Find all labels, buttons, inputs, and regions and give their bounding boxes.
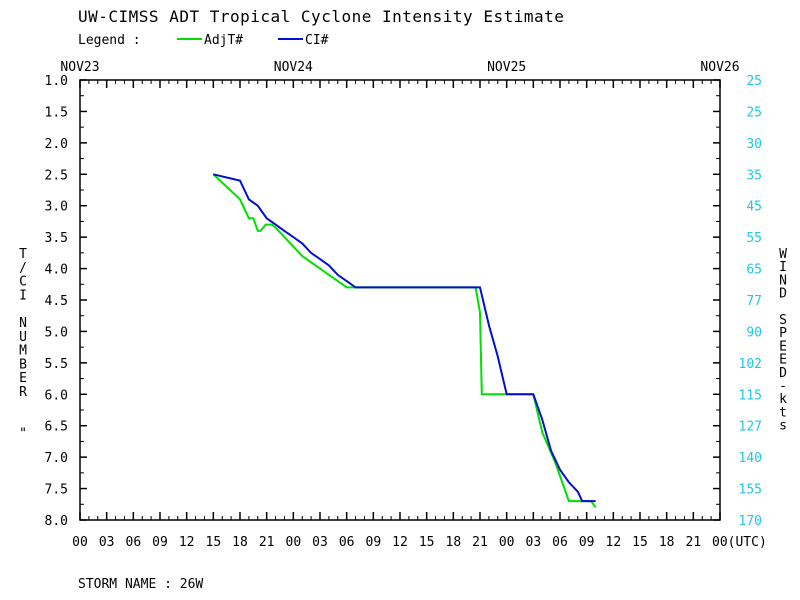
y2-axis-title-char: D bbox=[779, 366, 787, 381]
y-tick-label: 3.5 bbox=[45, 231, 68, 246]
legend: Legend : AdjT# CI# bbox=[78, 33, 329, 48]
legend-entry-adjt: AdjT# bbox=[204, 33, 243, 48]
y-axis-title-char: B bbox=[19, 357, 27, 372]
y-tick-label: 7.5 bbox=[45, 483, 68, 498]
y-axis-title-char: U bbox=[19, 330, 27, 345]
y2-axis-title-char: I bbox=[779, 260, 787, 275]
x-tick-label: 15 bbox=[632, 535, 648, 550]
storm-name: STORM NAME : 26W bbox=[78, 577, 203, 592]
x-tick-label: 06 bbox=[126, 535, 142, 550]
y-tick-label: 1.0 bbox=[45, 74, 68, 89]
x-tick-label: 15 bbox=[206, 535, 222, 550]
date-label: NOV26 bbox=[700, 60, 739, 75]
x-tick-label: 00 bbox=[72, 535, 88, 550]
x-tick-label: 00(UTC) bbox=[712, 535, 767, 550]
y-axis-title-char: N bbox=[19, 316, 27, 331]
x-tick-label: 18 bbox=[232, 535, 248, 550]
wind-tick-label: 77 bbox=[746, 294, 762, 309]
y-tick-label: 2.5 bbox=[45, 168, 68, 183]
date-label: NOV23 bbox=[60, 60, 99, 75]
date-label: NOV24 bbox=[274, 60, 313, 75]
y-tick-label: 3.0 bbox=[45, 200, 68, 215]
y-axis-title-char: T bbox=[19, 247, 27, 262]
legend-label: Legend : bbox=[78, 33, 141, 48]
series-lines bbox=[212, 173, 597, 508]
y-tick-label: 5.0 bbox=[45, 325, 68, 340]
y-tick-label: 6.0 bbox=[45, 388, 68, 403]
y-axis-title-char: E bbox=[19, 371, 27, 386]
y-tick-label: 8.0 bbox=[45, 514, 68, 529]
y2-axis-title-char: D bbox=[779, 287, 787, 302]
y2-axis-title-char: k bbox=[779, 392, 787, 407]
y2-axis-title-char: P bbox=[779, 326, 787, 341]
y-axis-title-char: M bbox=[19, 344, 27, 359]
x-tick-label: 12 bbox=[606, 535, 622, 550]
y2-axis-title-char: E bbox=[779, 339, 787, 354]
y2-axis-title-char: E bbox=[779, 353, 787, 368]
x-tick-label: 12 bbox=[392, 535, 408, 550]
y-axis-title-char: / bbox=[19, 261, 27, 276]
x-tick-label: 06 bbox=[552, 535, 568, 550]
x-tick-label: 21 bbox=[686, 535, 702, 550]
y-axis-title-char: C bbox=[19, 275, 27, 290]
legend-entry-ci: CI# bbox=[305, 33, 329, 48]
x-tick-label: 09 bbox=[366, 535, 382, 550]
x-tick-label: 09 bbox=[579, 535, 595, 550]
wind-tick-label: 127 bbox=[739, 420, 762, 435]
y-axis-title-char: R bbox=[19, 385, 27, 400]
y-tick-label: 4.0 bbox=[45, 263, 68, 278]
axes: 1.0 25 1.5 25 2.0 30 2.5 35 3.0 45 3.5 55 4.0 65 4.5 77… bbox=[19, 60, 787, 550]
x-tick-label: 00 bbox=[499, 535, 515, 550]
x-tick-label: 15 bbox=[419, 535, 435, 550]
x-tick-label: 06 bbox=[339, 535, 355, 550]
series-line-ci bbox=[213, 173, 596, 503]
wind-tick-label: 170 bbox=[739, 514, 762, 529]
x-tick-label: 03 bbox=[526, 535, 542, 550]
wind-tick-label: 30 bbox=[746, 137, 762, 152]
wind-tick-label: 25 bbox=[746, 74, 762, 89]
wind-tick-label: 90 bbox=[746, 325, 762, 340]
wind-tick-label: 155 bbox=[739, 483, 762, 498]
y-tick-label: 2.0 bbox=[45, 137, 68, 152]
x-tick-label: 09 bbox=[152, 535, 168, 550]
y-tick-label: 5.5 bbox=[45, 357, 68, 372]
y-axis-title-char: " bbox=[19, 426, 27, 441]
y-axis-title-char: I bbox=[19, 288, 27, 303]
y2-axis-title-char: S bbox=[779, 313, 787, 328]
x-tick-label: 21 bbox=[259, 535, 275, 550]
y-tick-label: 1.5 bbox=[45, 105, 68, 120]
y-tick-label: 4.5 bbox=[45, 294, 68, 309]
wind-tick-label: 140 bbox=[739, 451, 762, 466]
wind-tick-label: 65 bbox=[746, 263, 762, 278]
x-tick-label: 00 bbox=[286, 535, 302, 550]
y-tick-label: 6.5 bbox=[45, 420, 68, 435]
x-tick-label: 18 bbox=[446, 535, 462, 550]
chart-title: UW-CIMSS ADT Tropical Cyclone Intensity … bbox=[78, 7, 564, 26]
y2-axis-title-char: W bbox=[779, 247, 787, 262]
y2-axis-title-char: t bbox=[779, 405, 787, 420]
y2-axis-title-char: N bbox=[779, 273, 787, 288]
x-tick-label: 03 bbox=[99, 535, 115, 550]
x-tick-label: 21 bbox=[472, 535, 488, 550]
wind-tick-label: 115 bbox=[739, 388, 762, 403]
date-label: NOV25 bbox=[487, 60, 526, 75]
y-tick-label: 7.0 bbox=[45, 451, 68, 466]
x-tick-label: 12 bbox=[179, 535, 195, 550]
y2-axis-title-char: - bbox=[779, 379, 787, 394]
wind-tick-label: 35 bbox=[746, 168, 762, 183]
wind-tick-label: 25 bbox=[746, 105, 762, 120]
wind-tick-label: 102 bbox=[739, 357, 762, 372]
wind-tick-label: 55 bbox=[746, 231, 762, 246]
x-tick-label: 03 bbox=[312, 535, 328, 550]
y2-axis-title-char: s bbox=[779, 419, 787, 434]
wind-tick-label: 45 bbox=[746, 200, 762, 215]
x-tick-label: 18 bbox=[659, 535, 675, 550]
